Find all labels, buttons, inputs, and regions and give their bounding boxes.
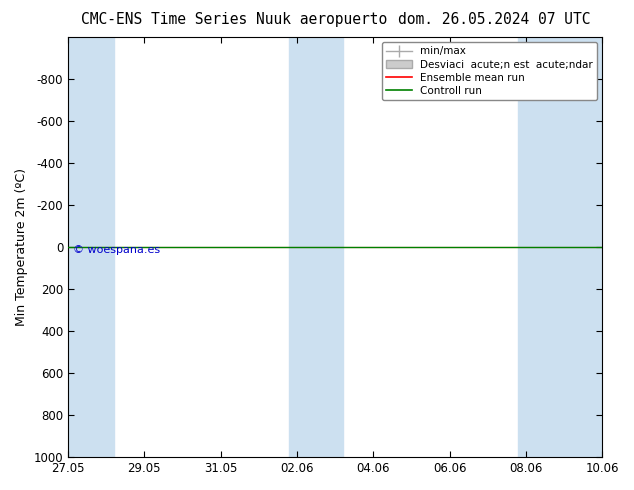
Text: dom. 26.05.2024 07 UTC: dom. 26.05.2024 07 UTC [398, 12, 591, 27]
Y-axis label: Min Temperature 2m (ºC): Min Temperature 2m (ºC) [15, 168, 28, 326]
Text: © woespana.es: © woespana.es [74, 245, 160, 255]
Bar [289, 37, 343, 457]
Text: CMC-ENS Time Series Nuuk aeropuerto: CMC-ENS Time Series Nuuk aeropuerto [81, 12, 388, 27]
Legend: min/max, Desviaci  acute;n est  acute;ndar, Ensemble mean run, Controll run: min/max, Desviaci acute;n est acute;ndar… [382, 42, 597, 100]
Bar [519, 37, 602, 457]
Bar [68, 37, 114, 457]
